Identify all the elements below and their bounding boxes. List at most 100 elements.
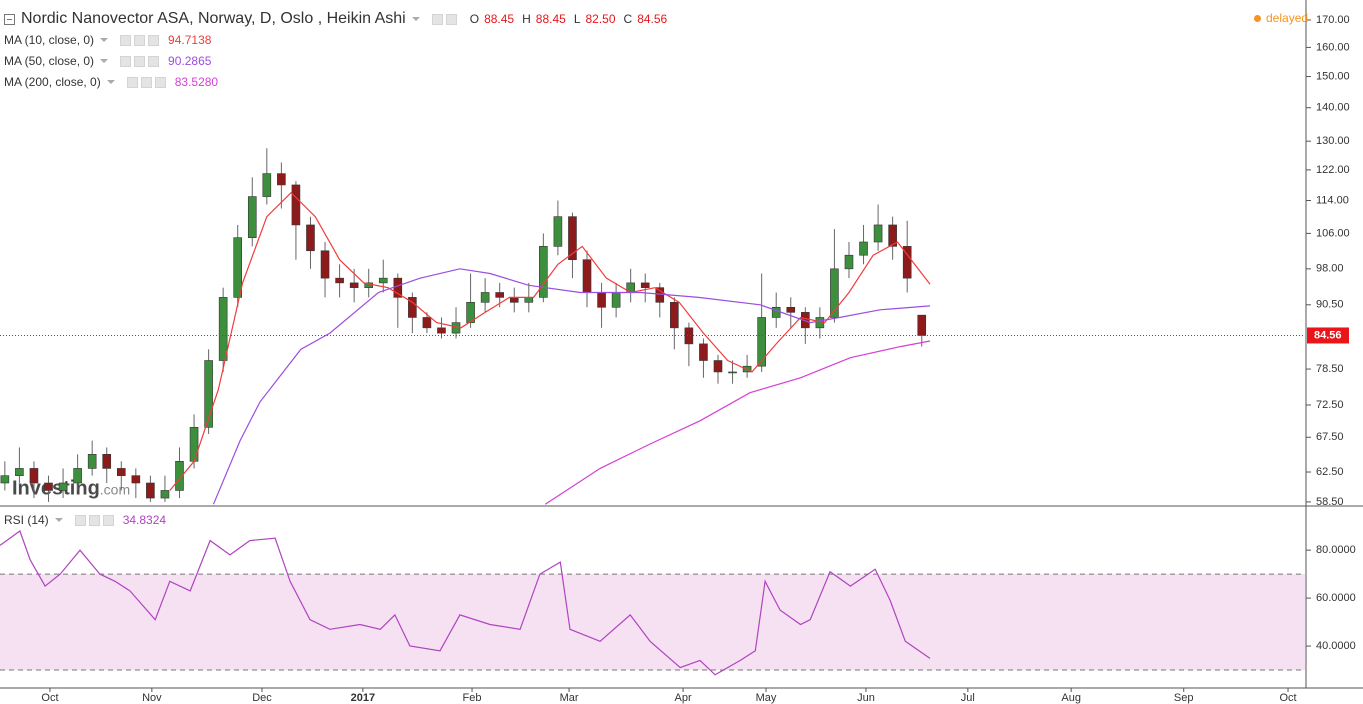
y-tick-label: 78.50 (1316, 363, 1344, 375)
candle-body (466, 302, 475, 323)
last-price-label: 84.56 (1314, 329, 1342, 341)
dropdown-caret (54, 518, 63, 522)
y-tick-label: 106.00 (1316, 227, 1350, 239)
y-tick-label: 40.0000 (1316, 640, 1356, 652)
candle-body (699, 343, 708, 361)
legend-value: 34.8324 (122, 513, 167, 527)
candle-body (597, 292, 606, 308)
candle-body (830, 268, 839, 318)
y-tick-label: 67.50 (1316, 431, 1344, 443)
y-tick-label: 80.0000 (1316, 544, 1356, 556)
y-tick-label: 72.50 (1316, 399, 1344, 411)
candle-body (917, 314, 927, 336)
candle-body (44, 482, 53, 491)
y-tick-label: 98.00 (1316, 263, 1344, 275)
watermark-suffix: .com (100, 482, 130, 498)
candle-body (29, 468, 39, 484)
legend-icon (431, 13, 443, 25)
candle-body (233, 237, 243, 298)
candle-body (888, 224, 897, 247)
legend-icon (140, 76, 152, 88)
candle-body (611, 292, 621, 308)
legend-icon (74, 514, 86, 526)
x-tick-label: Dec (252, 692, 272, 704)
last-price-box (1307, 327, 1349, 344)
candle-body (291, 184, 301, 226)
candle-body (902, 246, 912, 279)
candle-body (786, 307, 796, 313)
chart-title: Nordic Nanovector ASA, Norway, D, Oslo ,… (21, 10, 406, 27)
candle-body (0, 475, 10, 484)
x-tick-label: Aug (1061, 692, 1081, 704)
candle-body (509, 297, 519, 303)
rsi-band (0, 574, 1305, 671)
ohlc-value: 88.45 (484, 12, 515, 26)
candle-body (102, 454, 112, 469)
x-tick-label: Feb (463, 692, 482, 704)
legend-name: MA (200, close, 0) (4, 75, 101, 89)
legend-icon (148, 55, 160, 67)
x-tick-label: Jul (961, 692, 975, 704)
candle-body (58, 482, 68, 491)
candle-body (539, 246, 548, 298)
legend-row: RSI (14) 34.8324 (4, 513, 166, 527)
candle-body (218, 297, 228, 361)
candle-body (771, 307, 781, 318)
candle-body (160, 490, 170, 499)
collapse-toggle (4, 13, 15, 25)
candle-body (349, 282, 359, 288)
x-tick-label: Jun (857, 692, 875, 704)
candle-body (116, 468, 126, 476)
candle-body (757, 317, 766, 367)
candle-body (189, 427, 199, 462)
candle-body (262, 173, 272, 197)
candle-body (873, 224, 883, 243)
ohlc-label: H (522, 12, 531, 26)
legend-row: Nordic Nanovector ASA, Norway, D, Oslo ,… (4, 10, 675, 28)
candle-body (844, 254, 854, 270)
candle-body (306, 224, 315, 252)
candle-body (175, 461, 184, 491)
y-tick-label: 170.00 (1316, 14, 1350, 26)
x-tick-label: May (756, 692, 777, 704)
x-tick-label: Oct (1279, 692, 1296, 704)
legend-icon (126, 76, 138, 88)
candle-body (422, 317, 432, 329)
rsi-plot (0, 530, 931, 676)
candle-body (204, 360, 213, 428)
candle-body (670, 302, 679, 329)
candle-body (684, 327, 694, 345)
legend-name: MA (50, close, 0) (4, 54, 95, 68)
dropdown-caret (411, 17, 420, 21)
dropdown-caret (100, 38, 109, 42)
candle-body (131, 475, 141, 484)
candle-body (553, 216, 563, 247)
ohlc-label: C (623, 12, 633, 26)
legend-icon (88, 514, 100, 526)
legend-value: 90.2865 (168, 54, 212, 68)
candle-body (73, 468, 82, 484)
x-tick-label: Oct (41, 692, 58, 704)
legend-row: MA (200, close, 0) 83.5280 (4, 75, 218, 89)
status: delayed (1254, 11, 1308, 25)
y-tick-label: 58.50 (1316, 496, 1344, 508)
x-tick-label: Nov (142, 692, 162, 704)
ohlc-label: L (573, 12, 581, 26)
candle-body (364, 282, 373, 288)
y-tick-label: 122.00 (1316, 164, 1350, 176)
legend-icon (154, 76, 166, 88)
candle-body (408, 297, 417, 318)
legend-name: MA (10, close, 0) (4, 33, 95, 47)
candle-body (495, 292, 504, 298)
y-tick-label: 62.50 (1316, 466, 1344, 478)
legend-icon (445, 13, 457, 25)
candle-body (640, 282, 650, 288)
candle-body (437, 327, 446, 334)
candle-body (524, 297, 534, 303)
x-tick-label: Mar (560, 692, 579, 704)
y-tick-label: 150.00 (1316, 70, 1350, 82)
x-tick-label: Apr (675, 692, 692, 704)
y-tick-label: 90.50 (1316, 299, 1344, 311)
legend-name: RSI (14) (4, 513, 49, 527)
